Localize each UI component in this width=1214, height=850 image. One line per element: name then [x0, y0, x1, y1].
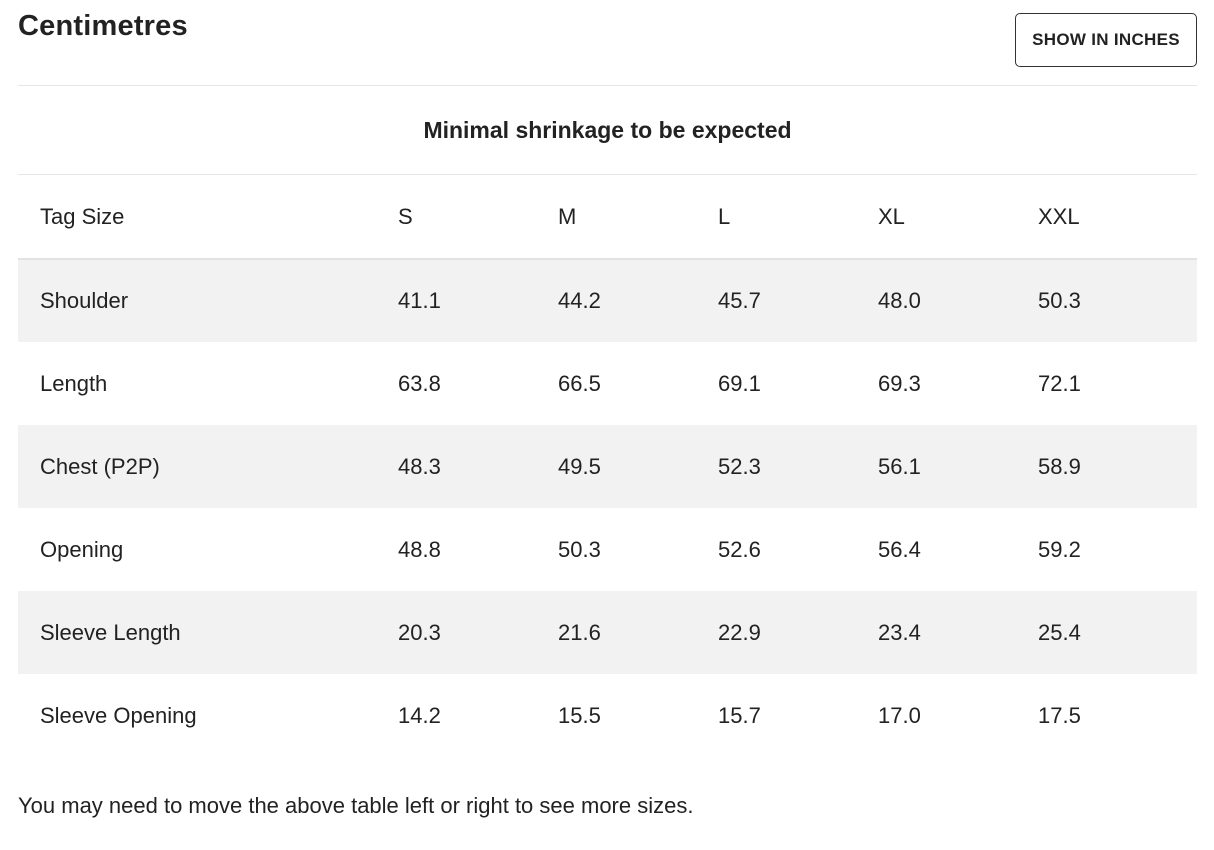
table-cell: 14.2	[398, 702, 441, 728]
table-cell: 72.1	[1038, 370, 1081, 396]
table-cell: 22.9	[718, 619, 761, 645]
table-cell: 59.2	[1038, 536, 1081, 562]
table-caption: Minimal shrinkage to be expected	[18, 85, 1197, 175]
unit-title: Centimetres	[18, 10, 188, 42]
row-label: Sleeve Opening	[40, 702, 197, 728]
header-size-l: L	[718, 203, 731, 229]
row-label: Sleeve Length	[40, 619, 181, 645]
header-size-m: M	[558, 203, 577, 229]
table-cell: 69.3	[878, 370, 921, 396]
table-cell: 50.3	[558, 536, 601, 562]
table-cell: 69.1	[718, 370, 761, 396]
table-cell: 17.5	[1038, 702, 1081, 728]
table-row: Chest (P2P) 48.3 49.5 52.3 56.1 58.9	[18, 425, 1197, 508]
table-cell: 15.7	[718, 702, 761, 728]
table-cell: 25.4	[1038, 619, 1081, 645]
table-cell: 49.5	[558, 453, 601, 479]
table-row: Sleeve Opening 14.2 15.5 15.7 17.0 17.5	[18, 674, 1197, 757]
table-cell: 48.3	[398, 453, 441, 479]
table-row: Shoulder 41.1 44.2 45.7 48.0 50.3	[18, 259, 1197, 342]
row-label: Opening	[40, 536, 124, 562]
table-cell: 63.8	[398, 370, 441, 396]
table-cell: 48.0	[878, 288, 921, 313]
row-label: Length	[40, 370, 108, 396]
table-cell: 21.6	[558, 619, 601, 645]
table-cell: 66.5	[558, 370, 601, 396]
header-size-xxl: XXL	[1038, 203, 1080, 229]
table-cell: 23.4	[878, 619, 921, 645]
table-header-row: Tag Size S M L XL XXL	[18, 175, 1197, 259]
row-label: Shoulder	[40, 288, 129, 313]
table-row: Sleeve Length 20.3 21.6 22.9 23.4 25.4	[18, 591, 1197, 674]
table-cell: 20.3	[398, 619, 441, 645]
table-cell: 48.8	[398, 536, 441, 562]
table-cell: 17.0	[878, 702, 921, 728]
table-cell: 44.2	[558, 288, 601, 313]
size-table-container[interactable]: Minimal shrinkage to be expected Tag Siz…	[18, 85, 1197, 757]
header-size-xl: XL	[878, 203, 905, 229]
table-cell: 56.4	[878, 536, 921, 562]
size-table: Tag Size S M L XL XXL Shoulder 41.1 44.2…	[18, 175, 1197, 757]
header-tag-size: Tag Size	[40, 203, 125, 229]
table-cell: 45.7	[718, 288, 761, 313]
table-row: Opening 48.8 50.3 52.6 56.4 59.2	[18, 508, 1197, 591]
scroll-hint-footnote: You may need to move the above table lef…	[18, 793, 694, 818]
table-cell: 52.3	[718, 453, 761, 479]
row-label: Chest (P2P)	[40, 453, 160, 479]
table-cell: 56.1	[878, 453, 921, 479]
table-cell: 15.5	[558, 702, 601, 728]
table-cell: 50.3	[1038, 288, 1081, 313]
table-row: Length 63.8 66.5 69.1 69.3 72.1	[18, 342, 1197, 425]
show-in-inches-button[interactable]: SHOW IN INCHES	[1015, 13, 1197, 67]
table-cell: 52.6	[718, 536, 761, 562]
header-size-s: S	[398, 203, 413, 229]
table-cell: 41.1	[398, 288, 441, 313]
table-cell: 58.9	[1038, 453, 1081, 479]
